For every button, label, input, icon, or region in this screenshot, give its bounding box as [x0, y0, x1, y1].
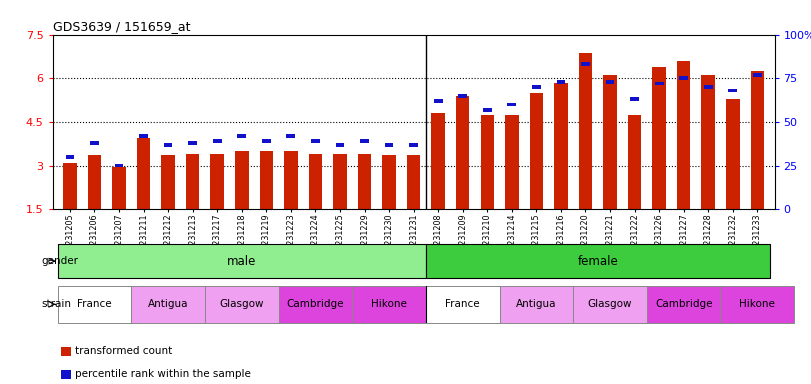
Bar [61, 347, 71, 356]
Text: France: France [445, 299, 480, 310]
Bar [426, 244, 770, 278]
Bar [161, 156, 175, 209]
Bar [720, 286, 794, 323]
Text: male: male [227, 255, 256, 268]
Bar [530, 93, 543, 209]
Bar [508, 103, 516, 106]
Bar [352, 286, 426, 323]
Bar [336, 143, 345, 147]
Text: Glasgow: Glasgow [588, 299, 633, 310]
Bar [628, 115, 642, 209]
Bar [284, 151, 298, 209]
Bar [603, 75, 617, 209]
Bar [238, 134, 247, 138]
Bar [750, 71, 764, 209]
Bar [210, 154, 224, 209]
Bar [606, 80, 615, 84]
Bar [579, 53, 592, 209]
Bar [137, 138, 150, 209]
Bar [677, 61, 690, 209]
Bar [704, 85, 713, 89]
Text: Hikone: Hikone [740, 299, 775, 310]
Bar [358, 154, 371, 209]
Bar [235, 151, 248, 209]
Bar [260, 151, 273, 209]
Text: Glasgow: Glasgow [220, 299, 264, 310]
Bar [456, 96, 470, 209]
Bar [309, 154, 322, 209]
Bar [753, 73, 762, 77]
Text: strain: strain [41, 299, 71, 310]
Bar [360, 139, 369, 143]
Bar [426, 286, 500, 323]
Bar [382, 156, 396, 209]
Bar [212, 139, 221, 143]
Bar [286, 134, 295, 138]
Bar [262, 139, 271, 143]
Bar [58, 244, 426, 278]
Bar [654, 81, 663, 85]
Bar [410, 143, 418, 147]
Bar [61, 370, 71, 379]
Bar [728, 89, 737, 93]
Bar [630, 97, 639, 101]
Bar [58, 286, 131, 323]
Bar [333, 154, 347, 209]
Bar [483, 108, 491, 112]
Bar [680, 76, 688, 80]
Bar [164, 143, 173, 147]
Bar [311, 139, 320, 143]
Bar [505, 115, 518, 209]
Bar [186, 154, 200, 209]
Bar [652, 66, 666, 209]
Bar [188, 141, 197, 145]
Bar [90, 141, 99, 145]
Text: Antigua: Antigua [516, 299, 556, 310]
Bar [112, 167, 126, 209]
Bar [279, 286, 352, 323]
Bar [554, 83, 568, 209]
Bar [581, 62, 590, 66]
Bar [384, 143, 393, 147]
Bar [131, 286, 205, 323]
Bar [205, 286, 279, 323]
Bar [556, 80, 565, 84]
Text: female: female [577, 255, 618, 268]
Bar [532, 85, 541, 89]
Text: Cambridge: Cambridge [655, 299, 712, 310]
Bar [114, 164, 123, 167]
Bar [63, 163, 77, 209]
Bar [500, 286, 573, 323]
Bar [573, 286, 647, 323]
Text: Antigua: Antigua [148, 299, 188, 310]
Bar [434, 99, 443, 103]
Text: Hikone: Hikone [371, 299, 407, 310]
Text: GDS3639 / 151659_at: GDS3639 / 151659_at [53, 20, 191, 33]
Bar [88, 156, 101, 209]
Text: gender: gender [41, 256, 79, 266]
Bar [647, 286, 720, 323]
Text: France: France [77, 299, 112, 310]
Bar [139, 134, 148, 138]
Bar [66, 155, 75, 159]
Bar [702, 75, 715, 209]
Bar [431, 113, 445, 209]
Bar [407, 156, 420, 209]
Text: Cambridge: Cambridge [286, 299, 344, 310]
Bar [458, 94, 467, 98]
Text: percentile rank within the sample: percentile rank within the sample [75, 369, 251, 379]
Text: transformed count: transformed count [75, 346, 173, 356]
Bar [726, 99, 740, 209]
Bar [480, 115, 494, 209]
